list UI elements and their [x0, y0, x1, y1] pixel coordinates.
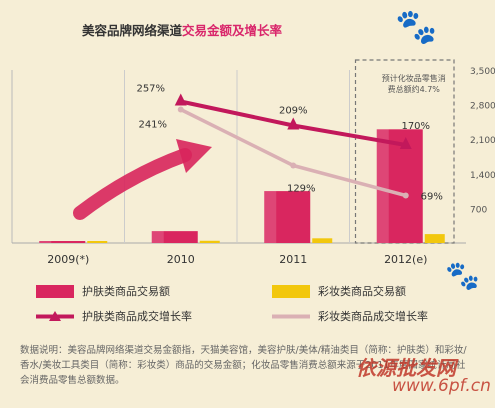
bar-skincare: [151, 231, 198, 243]
point-skincare-rate: [399, 137, 412, 149]
paw-print-icon: 🐾: [395, 7, 438, 47]
makeup-rate-label: 69%: [421, 192, 443, 203]
x-tick-label: 2011: [279, 253, 307, 266]
legend-swatch-makeup-line: [272, 314, 310, 318]
point-makeup-rate: [290, 162, 297, 169]
growth-arrow: [73, 148, 192, 220]
point-makeup-rate: [402, 192, 409, 199]
bar-skincare-highlight: [264, 191, 277, 243]
bar-makeup: [424, 234, 445, 243]
point-makeup-rate: [177, 106, 184, 113]
y-tick-label: 1,400: [470, 171, 495, 181]
x-tick-label: 2010: [167, 253, 195, 266]
legend-label-makeup-line: 彩妆类商品成交增长率: [318, 310, 428, 323]
point-skincare-rate: [174, 93, 187, 106]
makeup-rate-label: 129%: [287, 184, 316, 195]
bar-skincare-highlight: [376, 129, 389, 243]
bar-skincare-highlight: [151, 231, 164, 243]
y-tick-label: 2,100: [470, 136, 495, 146]
watermark-url: www.6pf.cn: [392, 376, 491, 396]
bar-skincare: [264, 191, 311, 243]
bar-makeup: [312, 238, 333, 243]
forecast-annotation-line2: 费总额约4.7%: [388, 84, 441, 94]
bar-skincare: [39, 241, 86, 243]
title-part-2: 交易金额及增长率: [182, 23, 283, 38]
data-note: 数据说明：美容品牌网络渠道交易金额指，天猫美容馆，美容护肤/美体/精油类目（简称…: [20, 345, 467, 386]
legend-swatch-skincare-line: [36, 310, 74, 321]
x-tick-label: 2009(*): [47, 253, 89, 266]
title-part-1: 美容品牌网络渠道: [82, 23, 183, 38]
makeup-rate-label: 241%: [138, 120, 167, 131]
paw-print-icon: 🐾: [445, 259, 480, 292]
bar-makeup: [87, 241, 108, 243]
legend-label-makeup-bar: 彩妆类商品交易额: [318, 285, 406, 298]
watermark-brand: 依源批发网: [356, 356, 456, 380]
legend-item-makeup-line: 彩妆类商品成交增长率: [272, 308, 428, 324]
legend-label-skincare-bar: 护肤类商品交易额: [82, 285, 170, 298]
legend-item-skincare-bar: 护肤类商品交易额: [36, 283, 170, 299]
legend-item-makeup-bar: 彩妆类商品交易额: [272, 283, 406, 299]
legend-item-skincare-line: 护肤类商品成交增长率: [36, 308, 192, 324]
y-tick-label: 2,800: [470, 102, 495, 112]
chart-title: 美容品牌网络渠道交易金额及增长率: [82, 20, 282, 39]
point-skincare-rate: [287, 117, 300, 130]
x-tick-label: 2012(e): [384, 253, 427, 266]
forecast-annotation-line1: 预计化妆品零售消: [382, 73, 446, 83]
growth-arrow-head: [176, 139, 212, 173]
y-tick-label: 700: [470, 205, 487, 215]
bar-makeup: [199, 240, 220, 243]
y-tick-label: 3,500: [470, 67, 495, 77]
legend-swatch-skincare-bar: [36, 284, 74, 298]
legend-swatch-makeup-bar: [272, 284, 310, 298]
bar-skincare-highlight: [39, 241, 52, 243]
bar-skincare: [376, 129, 423, 243]
skincare-rate-label: 257%: [136, 84, 165, 95]
skincare-rate-label: 170%: [401, 121, 430, 132]
legend-label-skincare-line: 护肤类商品成交增长率: [82, 310, 192, 323]
skincare-rate-label: 209%: [279, 106, 308, 117]
